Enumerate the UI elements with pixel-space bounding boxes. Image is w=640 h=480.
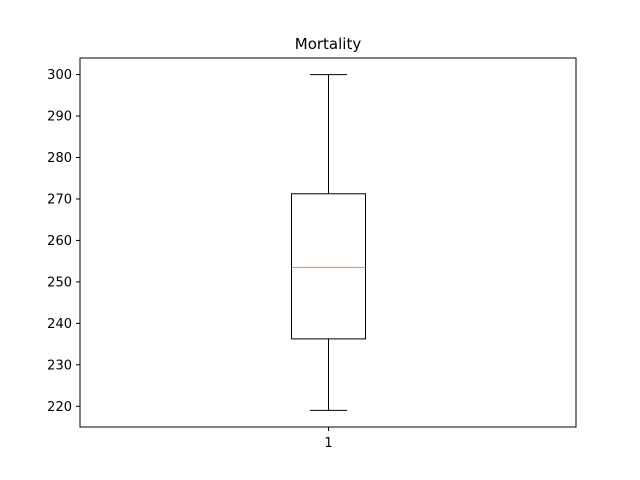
y-tick-label: 280 [47,151,72,166]
chart-title: Mortality [295,35,362,53]
y-tick-label: 260 [47,234,72,249]
y-tick-label: 250 [47,275,72,290]
y-tick-label: 300 [47,68,72,83]
x-tick-label: 1 [324,436,332,451]
y-tick-label: 270 [47,192,72,207]
plot-area: 220 230 240 250 260 270 280 290 300 1 [47,57,577,451]
y-tick-label: 220 [47,400,72,415]
y-tick-label: 230 [47,358,72,373]
y-tick-label: 290 [47,110,72,125]
y-tick-label: 240 [47,317,72,332]
iqr-box [291,193,366,340]
